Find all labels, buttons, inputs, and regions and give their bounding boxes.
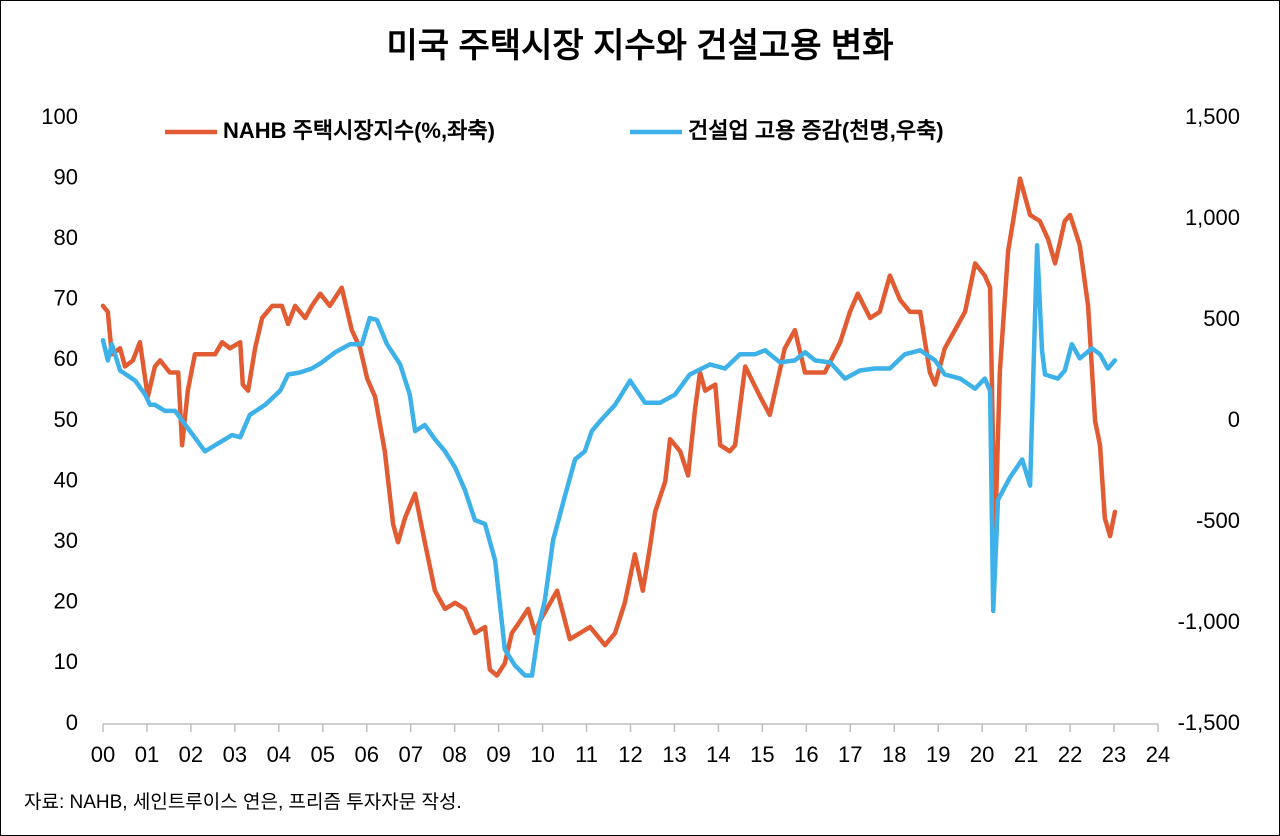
x-tick-label: 03 [223,742,247,767]
y-tick-label: 80 [54,225,78,250]
y-tick-label: 10 [54,649,78,674]
y-tick-label: 40 [54,467,78,492]
y-tick-label: 50 [54,407,78,432]
x-tick-label: 01 [135,742,159,767]
x-tick-label: 14 [706,742,730,767]
x-tick-label: 23 [1102,742,1126,767]
y2-tick-label: -1,500 [1178,710,1240,735]
y2-tick-label: 500 [1203,306,1240,331]
x-tick-label: 18 [882,742,906,767]
legend-label: NAHB 주택시장지수(%,좌축) [223,118,495,143]
chart-title: 미국 주택시장 지수와 건설고용 변화 [387,27,894,65]
x-tick-label: 19 [926,742,950,767]
y2-tick-label: 0 [1228,407,1240,432]
x-tick-label: 04 [267,742,291,767]
x-tick-label: 12 [618,742,642,767]
x-tick-label: 16 [794,742,818,767]
y2-tick-label: 1,500 [1185,104,1240,129]
y2-tick-label: -500 [1196,508,1240,533]
y-tick-label: 20 [54,589,78,614]
y-tick-label: 90 [54,164,78,189]
y2-tick-label: 1,000 [1185,205,1240,230]
y-tick-label: 70 [54,286,78,311]
x-tick-label: 17 [838,742,862,767]
x-tick-label: 06 [355,742,379,767]
x-tick-label: 10 [530,742,554,767]
x-tick-label: 07 [398,742,422,767]
x-tick-label: 08 [442,742,466,767]
y2-tick-label: -1,000 [1178,609,1240,634]
x-tick-label: 02 [179,742,203,767]
data-line [100,176,1118,678]
data-line [100,243,1118,678]
x-tick-label: 22 [1058,742,1082,767]
y-tick-label: 100 [41,104,78,129]
x-tick-label: 11 [575,742,598,767]
y-tick-label: 60 [54,346,78,371]
x-tick-label: 21 [1014,742,1038,767]
x-tick-label: 05 [311,742,335,767]
source-note: 자료: NAHB, 세인트루이스 연은, 프리즘 투자자문 작성. [24,791,462,813]
x-tick-label: 24 [1146,742,1170,767]
x-tick-label: 15 [750,742,774,767]
legend-label: 건설업 고용 증감(천명,우축) [688,118,944,143]
x-tick-label: 00 [91,742,115,767]
y-tick-label: 0 [66,710,78,735]
x-tick-label: 20 [970,742,994,767]
y-tick-label: 30 [54,528,78,553]
x-tick-label: 13 [662,742,686,767]
x-tick-label: 09 [486,742,510,767]
